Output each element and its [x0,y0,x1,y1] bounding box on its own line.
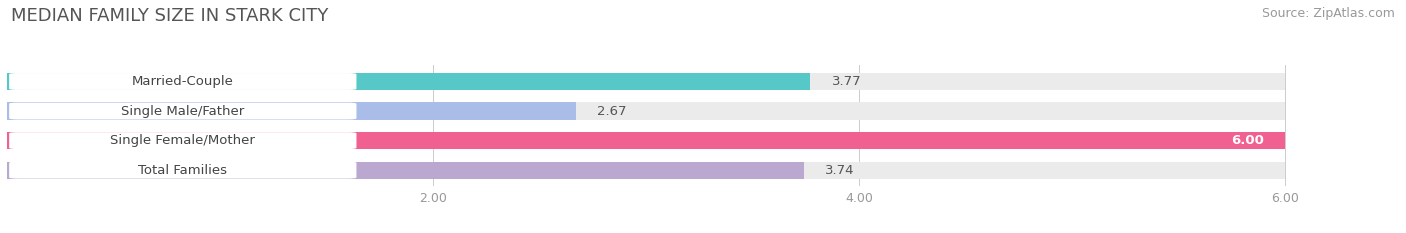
Bar [7,132,1285,149]
FancyBboxPatch shape [10,73,357,90]
Text: Single Male/Father: Single Male/Father [121,105,245,117]
Text: Total Families: Total Families [138,164,228,177]
Text: MEDIAN FAMILY SIZE IN STARK CITY: MEDIAN FAMILY SIZE IN STARK CITY [11,7,329,25]
Text: 2.67: 2.67 [598,105,627,117]
Bar [7,103,576,120]
Bar [7,73,810,90]
Text: 3.77: 3.77 [831,75,862,88]
Text: 3.74: 3.74 [825,164,855,177]
Bar [7,103,1285,120]
Text: Source: ZipAtlas.com: Source: ZipAtlas.com [1261,7,1395,20]
Bar [7,161,1285,179]
Bar [7,73,1285,90]
Text: Single Female/Mother: Single Female/Mother [110,134,256,147]
FancyBboxPatch shape [10,162,357,179]
Text: 6.00: 6.00 [1232,134,1264,147]
FancyBboxPatch shape [10,103,357,120]
Bar [7,132,1285,149]
Bar [7,161,804,179]
FancyBboxPatch shape [10,132,357,149]
Text: Married-Couple: Married-Couple [132,75,233,88]
